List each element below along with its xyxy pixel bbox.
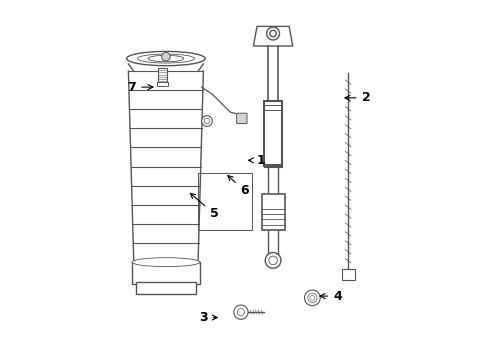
Text: 6: 6: [227, 176, 248, 197]
Text: 3: 3: [199, 311, 217, 324]
Circle shape: [304, 290, 320, 306]
FancyBboxPatch shape: [135, 282, 196, 294]
Circle shape: [162, 53, 170, 61]
Polygon shape: [253, 26, 292, 46]
Circle shape: [264, 252, 281, 268]
FancyBboxPatch shape: [261, 194, 284, 230]
Text: 4: 4: [319, 289, 341, 303]
Circle shape: [203, 118, 209, 124]
FancyBboxPatch shape: [267, 166, 278, 255]
Text: 1: 1: [248, 154, 264, 167]
Ellipse shape: [126, 51, 205, 66]
FancyBboxPatch shape: [158, 68, 166, 83]
Ellipse shape: [132, 258, 200, 267]
FancyBboxPatch shape: [132, 262, 200, 284]
Circle shape: [201, 116, 212, 126]
Text: 5: 5: [190, 193, 218, 220]
FancyBboxPatch shape: [264, 102, 282, 166]
Text: 2: 2: [344, 91, 369, 104]
Circle shape: [233, 305, 247, 319]
FancyBboxPatch shape: [341, 269, 354, 280]
FancyBboxPatch shape: [156, 82, 168, 86]
FancyBboxPatch shape: [236, 113, 246, 123]
Text: 7: 7: [127, 81, 153, 94]
